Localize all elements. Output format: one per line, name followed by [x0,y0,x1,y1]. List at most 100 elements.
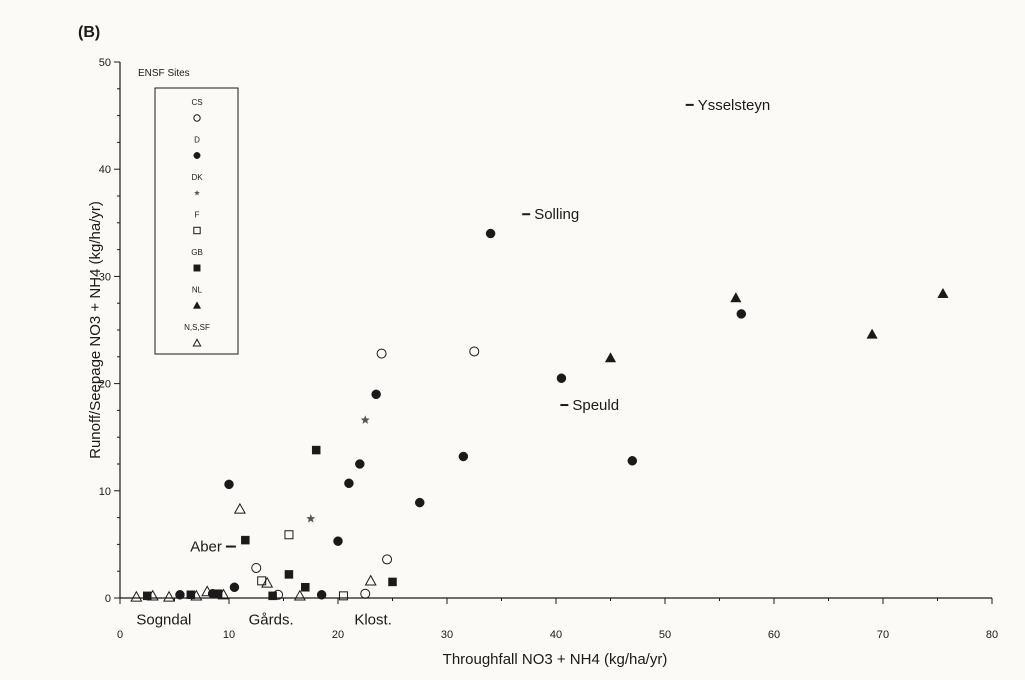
data-point [293,589,306,601]
data-point [306,513,316,523]
legend-label: N,S,SF [184,323,210,332]
annotation-label: Aber [190,539,222,556]
series-n-s-sf [130,502,377,602]
x-tick-label: 20 [332,629,344,641]
data-point [485,228,496,239]
data-point [556,373,567,383]
legend-marker [193,226,201,235]
data-point [224,479,234,490]
data-point [376,348,387,359]
annotation-label: Gårds. [249,611,294,628]
data-point [146,589,159,601]
plot-area: 0 10 20 30 40 50 60 70 80 0 10 20 30 40 50 Ysselsteyn So… [99,57,998,641]
data-point [213,589,223,598]
y-tick-label: 0 [105,593,111,605]
data-point [284,530,294,540]
data-point [469,346,480,357]
data-point [937,287,949,298]
data-point [229,582,240,593]
legend-label: NL [192,286,203,295]
data-point [257,576,267,586]
x-tick-label: 70 [877,629,889,641]
annotation: Speuld [560,397,619,414]
data-point [163,590,176,602]
data-point [268,591,277,601]
x-tick-label: 0 [117,629,123,641]
data-point [201,585,214,597]
legend-marker [194,190,200,196]
y-tick-label: 40 [99,164,111,176]
annotation-label: Speuld [572,397,619,414]
y-tick-label: 30 [99,271,111,283]
annotation-label: Ysselsteyn [698,97,771,114]
annotation: Gårds. [249,611,294,628]
data-point [233,502,246,514]
data-point [311,445,321,455]
y-tick-label: 20 [99,379,111,391]
data-point [344,478,354,489]
panel-label: (B) [78,24,100,41]
y-tick-label: 10 [99,486,111,498]
x-tick-label: 60 [768,629,780,641]
data-point [186,590,196,600]
x-tick-label: 30 [441,629,453,641]
series-d [175,228,747,600]
legend-marker [193,152,201,159]
legend-marker [193,114,201,122]
y-tick-label: 50 [99,57,111,69]
data-point [371,389,381,400]
annotation: Ysselsteyn [685,97,771,114]
data-point [736,309,747,319]
x-tick-label: 10 [223,629,235,641]
data-point [458,451,469,462]
series-gb [143,445,397,601]
data-point [284,570,294,579]
data-point [360,415,370,424]
legend-box [154,87,239,355]
annotation: Klost. [354,611,392,628]
data-point [382,554,393,565]
x-axis-title: Throughfall NO3 + NH4 (kg/ha/yr) [443,651,668,668]
legend-label: F [195,211,200,220]
legend-label: D [194,136,200,145]
data-point [217,588,230,600]
x-tick-label: 80 [986,629,998,641]
data-point [866,328,878,339]
y-axis-title: Runoff/Seepage NO3 + NH4 (kg/ha/yr) [87,201,104,459]
x-tick-label: 50 [659,629,671,641]
data-point [251,562,262,573]
data-point [415,497,425,508]
data-point [364,574,377,586]
series-nl [604,287,949,363]
series-dk [306,415,370,523]
data-point [241,535,250,545]
legend: ENSF Sites CS D DK F GB NL N,S,SF [138,68,239,355]
x-tick-label: 40 [550,629,562,641]
annotation: Solling [522,206,579,223]
data-point [190,589,203,601]
series-cs [251,346,480,600]
data-point [261,576,274,588]
data-point [338,591,348,601]
data-point [333,536,343,546]
legend-label: CS [191,98,202,107]
legend-label: GB [191,248,203,257]
data-point [604,352,617,363]
annotation: Sogndal [136,611,191,628]
data-point [130,590,143,602]
annotation-label: Solling [534,206,579,223]
data-point [355,459,365,469]
legend-label: DK [191,173,203,182]
legend-marker [192,301,202,309]
data-point [175,590,185,600]
data-point [301,583,310,592]
annotation-label: Klost. [354,611,392,628]
data-point [388,577,397,587]
legend-marker [192,338,202,347]
data-point [316,590,327,600]
annotation: Aber [190,539,236,556]
legend-title: ENSF Sites [138,68,190,79]
data-point [360,588,371,599]
data-point [730,292,742,303]
